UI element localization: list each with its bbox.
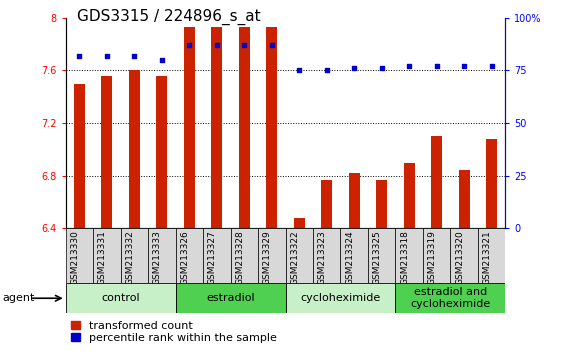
Bar — [102, 76, 112, 228]
FancyBboxPatch shape — [66, 283, 176, 313]
Bar — [129, 70, 140, 228]
Bar — [211, 27, 222, 228]
Text: cycloheximide: cycloheximide — [300, 293, 381, 303]
Bar — [486, 139, 497, 228]
Text: GSM213322: GSM213322 — [290, 230, 299, 285]
Point — [212, 42, 222, 48]
Point — [322, 68, 331, 73]
Bar — [266, 27, 278, 228]
FancyBboxPatch shape — [93, 228, 120, 283]
Point — [295, 68, 304, 73]
FancyBboxPatch shape — [451, 228, 478, 283]
FancyBboxPatch shape — [478, 228, 505, 283]
Text: GSM213323: GSM213323 — [317, 230, 327, 285]
FancyBboxPatch shape — [258, 228, 286, 283]
Bar — [431, 136, 442, 228]
Bar — [184, 27, 195, 228]
FancyBboxPatch shape — [340, 228, 368, 283]
Bar — [376, 179, 387, 228]
FancyBboxPatch shape — [176, 228, 203, 283]
Text: GSM213332: GSM213332 — [126, 230, 134, 285]
Bar — [404, 162, 415, 228]
Point — [185, 42, 194, 48]
FancyBboxPatch shape — [368, 228, 395, 283]
Point — [157, 57, 166, 63]
FancyBboxPatch shape — [231, 228, 258, 283]
FancyBboxPatch shape — [203, 228, 231, 283]
Bar — [74, 84, 85, 228]
Text: GSM213324: GSM213324 — [345, 230, 354, 285]
FancyBboxPatch shape — [148, 228, 176, 283]
Text: estradiol and
cycloheximide: estradiol and cycloheximide — [410, 287, 490, 309]
Text: GSM213326: GSM213326 — [180, 230, 190, 285]
Point — [130, 53, 139, 58]
Bar — [349, 173, 360, 228]
Point — [487, 63, 496, 69]
FancyBboxPatch shape — [286, 283, 395, 313]
Text: GSM213320: GSM213320 — [455, 230, 464, 285]
Text: GSM213325: GSM213325 — [373, 230, 381, 285]
FancyBboxPatch shape — [395, 228, 423, 283]
Text: GSM213321: GSM213321 — [482, 230, 492, 285]
FancyBboxPatch shape — [313, 228, 340, 283]
Text: control: control — [101, 293, 140, 303]
FancyBboxPatch shape — [286, 228, 313, 283]
Text: GDS3315 / 224896_s_at: GDS3315 / 224896_s_at — [77, 9, 261, 25]
Text: GSM213333: GSM213333 — [153, 230, 162, 285]
FancyBboxPatch shape — [120, 228, 148, 283]
Text: GSM213328: GSM213328 — [235, 230, 244, 285]
Point — [75, 53, 84, 58]
Point — [240, 42, 249, 48]
Bar — [321, 179, 332, 228]
Text: estradiol: estradiol — [206, 293, 255, 303]
Text: GSM213318: GSM213318 — [400, 230, 409, 285]
Point — [377, 65, 386, 71]
Point — [405, 63, 414, 69]
FancyBboxPatch shape — [176, 283, 286, 313]
Bar — [156, 76, 167, 228]
Bar — [239, 27, 250, 228]
Legend: transformed count, percentile rank within the sample: transformed count, percentile rank withi… — [71, 321, 277, 343]
Point — [267, 42, 276, 48]
Text: GSM213330: GSM213330 — [70, 230, 79, 285]
FancyBboxPatch shape — [66, 228, 93, 283]
Point — [460, 63, 469, 69]
Text: GSM213331: GSM213331 — [98, 230, 107, 285]
Text: GSM213329: GSM213329 — [263, 230, 272, 285]
Bar — [293, 218, 305, 228]
Point — [432, 63, 441, 69]
Text: GSM213319: GSM213319 — [428, 230, 437, 285]
Bar — [459, 170, 469, 228]
Text: agent: agent — [3, 293, 35, 303]
Text: GSM213327: GSM213327 — [208, 230, 217, 285]
Point — [349, 65, 359, 71]
FancyBboxPatch shape — [395, 283, 505, 313]
FancyBboxPatch shape — [423, 228, 451, 283]
Point — [102, 53, 111, 58]
